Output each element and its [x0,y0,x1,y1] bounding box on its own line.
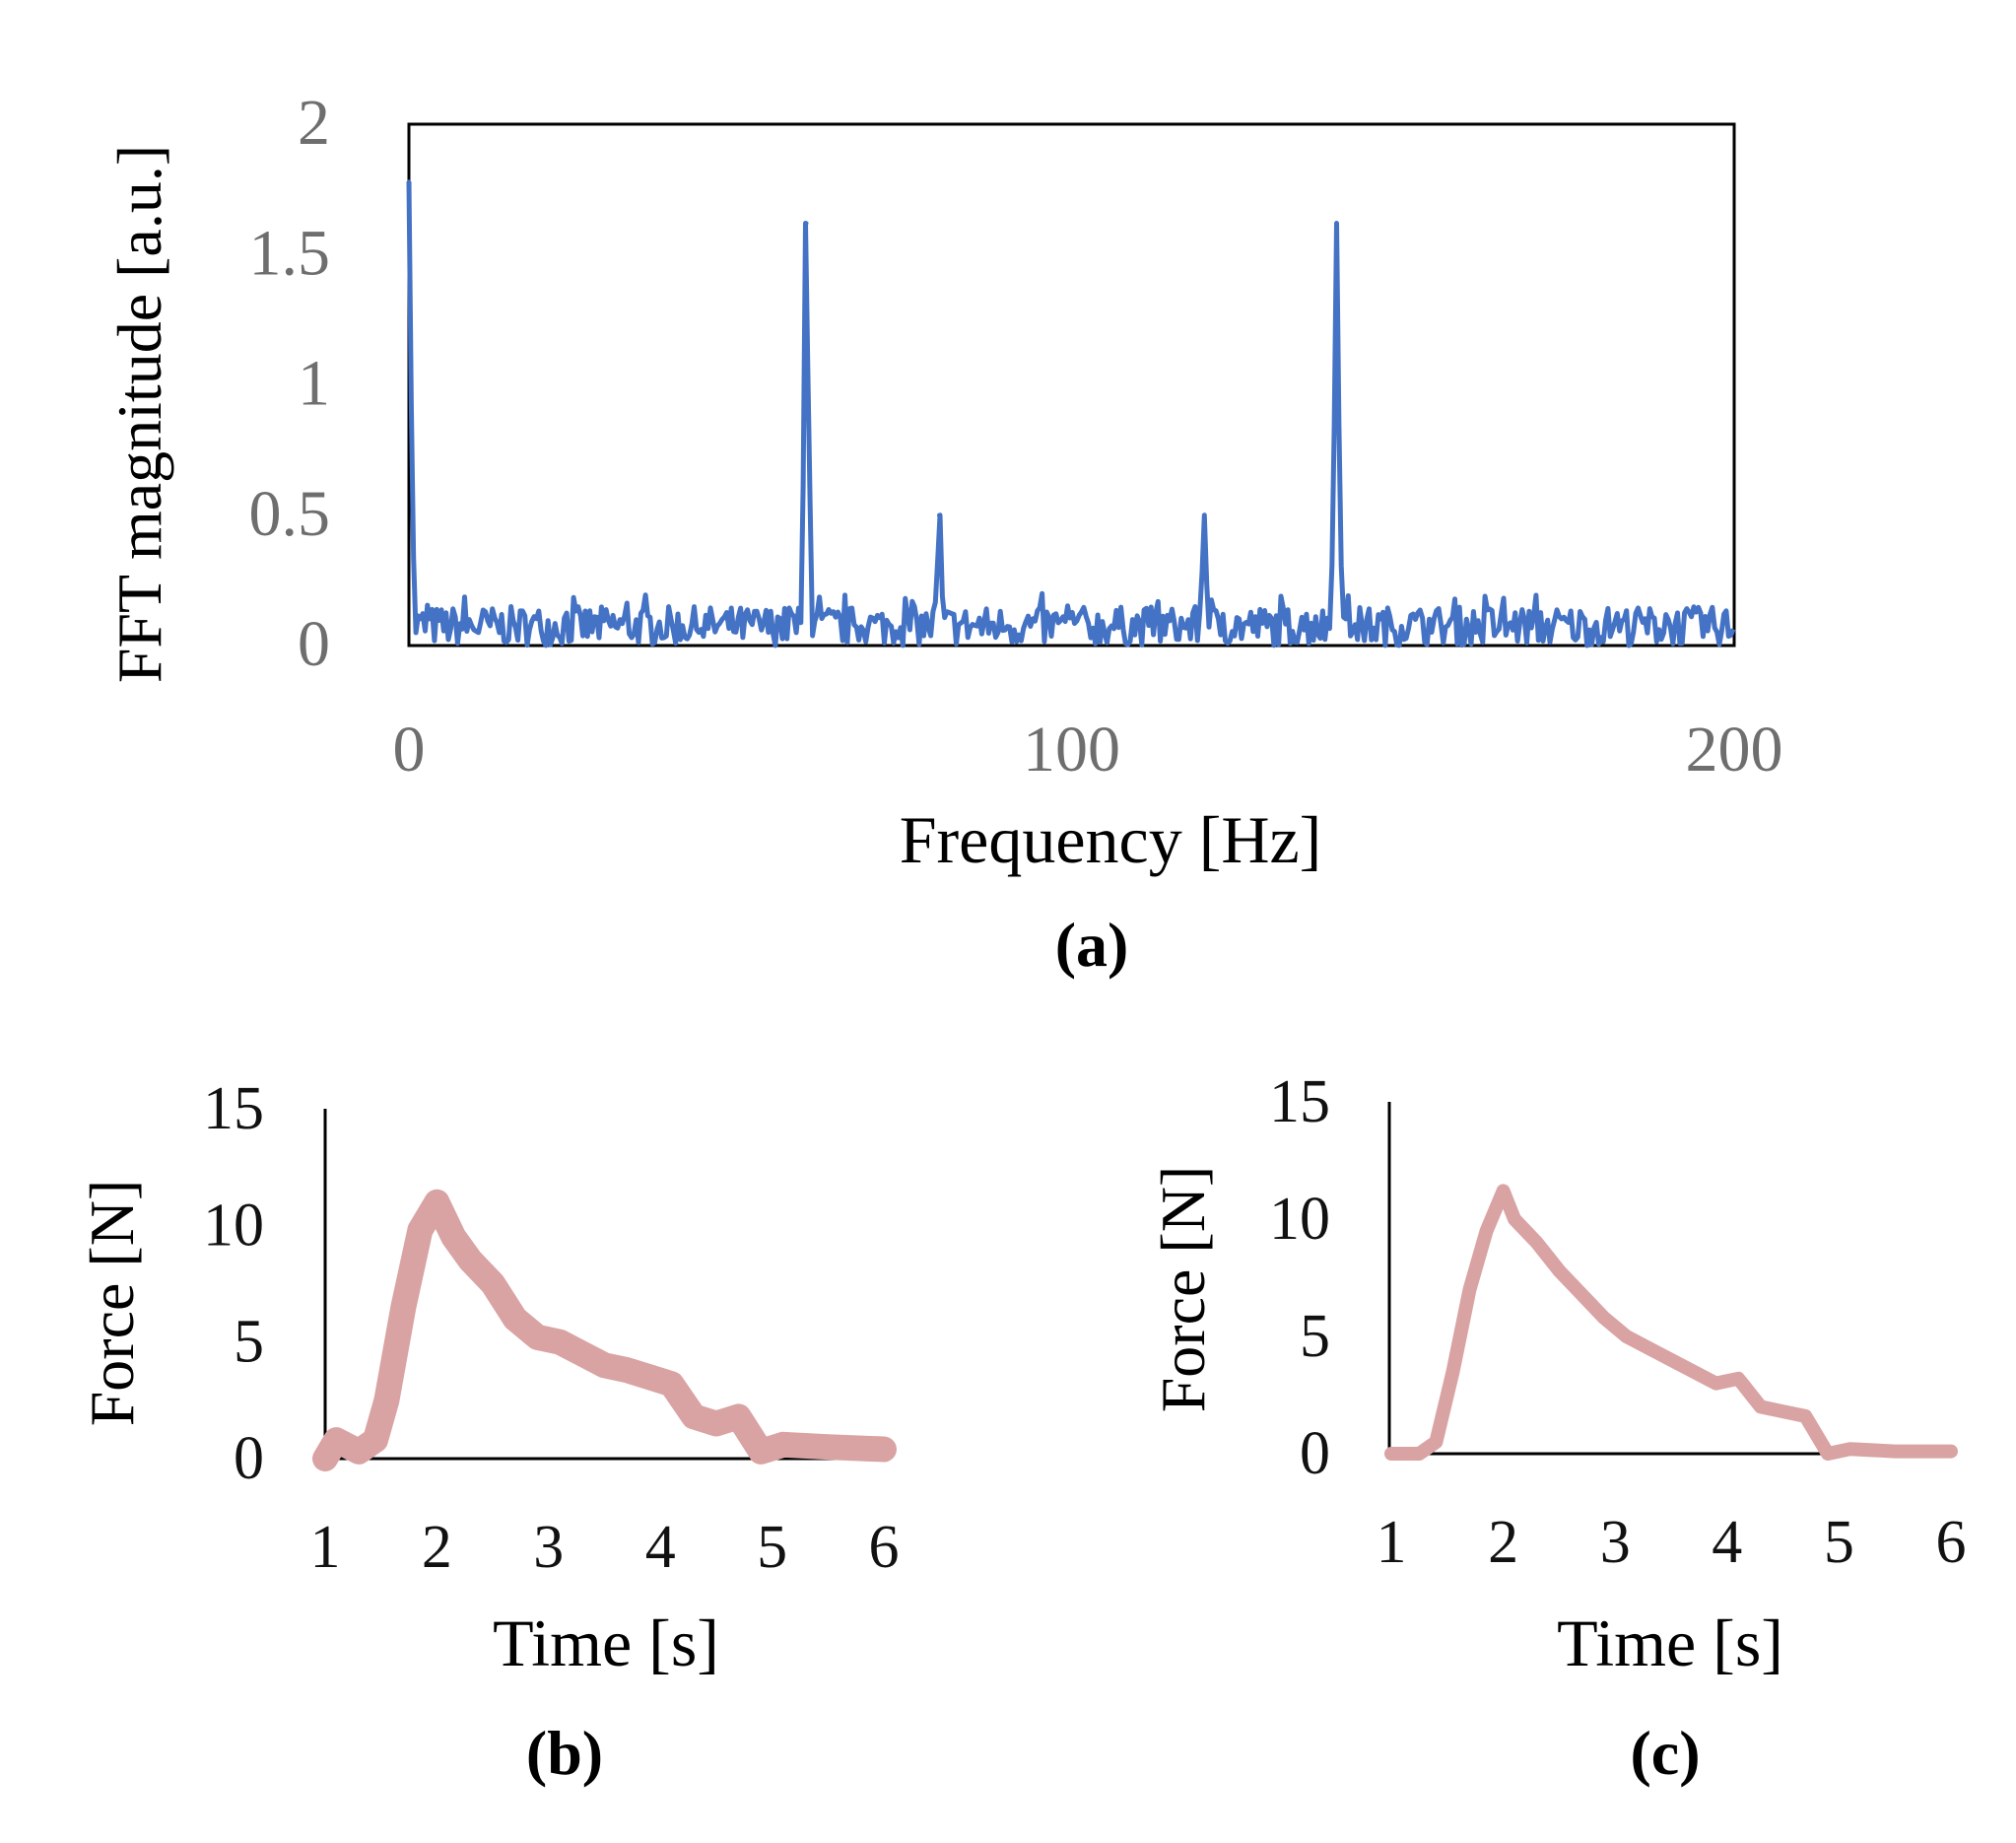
series-line-force [1384,1184,1958,1461]
x-tick-label: 6 [869,1514,900,1581]
panel-c-plot-area [1384,1184,1958,1461]
x-tick-label: 1 [310,1514,341,1581]
y-tick-label: 5 [1300,1303,1330,1370]
panel-c-y-ticks: 15 10 5 0 [1269,1068,1330,1487]
y-tick-label: 1 [298,348,330,420]
fft-peak-point [1202,512,1206,517]
y-tick-label: 0 [1300,1420,1330,1487]
panel-b-x-axis-label: Time [s] [493,1605,719,1680]
y-tick-label: 15 [203,1075,264,1142]
panel-b-plot-area [312,1189,897,1471]
panel-c: 15 10 5 0 1 2 3 4 5 6 Force [N] Time [s] (c) [1148,1068,1967,1788]
panel-c-label: (c) [1630,1718,1700,1788]
panel-b-y-axis-label: Force [N] [77,1180,147,1427]
panel-a: 2 1.5 1 0.5 0 0 100 200 FFT magnitude [a.u.] F… [104,87,1783,980]
panel-a-plot-frame [407,122,1736,648]
panel-b-label: (b) [526,1718,603,1788]
x-tick-label: 0 [393,714,426,785]
panel-c-y-axis-label: Force [N] [1148,1166,1218,1413]
panel-a-label: (a) [1055,910,1129,980]
y-tick-label: 5 [234,1309,264,1376]
series-line-force [312,1189,897,1471]
y-tick-label: 0.5 [249,478,331,550]
x-tick-label: 1 [1377,1509,1407,1576]
series-line-fft [406,181,1736,648]
y-tick-label: 15 [1269,1068,1330,1135]
fft-peak-point [804,221,809,226]
fft-peak-point [937,512,941,517]
panel-a-plot-area [406,179,1736,648]
x-tick-label: 100 [1023,714,1120,785]
x-tick-label: 6 [1936,1509,1967,1576]
x-tick-label: 4 [1712,1509,1742,1576]
panel-c-x-axis-label: Time [s] [1557,1605,1783,1680]
panel-c-x-ticks: 1 2 3 4 5 6 [1377,1509,1967,1576]
y-tick-label: 1.5 [249,217,331,289]
panel-a-y-ticks: 2 1.5 1 0.5 0 [249,87,331,680]
x-tick-label: 4 [645,1514,676,1581]
x-tick-label: 5 [757,1514,787,1581]
panel-a-x-axis-label: Frequency [Hz] [900,802,1322,877]
y-tick-label: 0 [234,1425,264,1492]
x-tick-label: 5 [1824,1509,1854,1576]
y-tick-label: 10 [1269,1186,1330,1253]
x-tick-label: 2 [1488,1509,1518,1576]
panel-a-y-axis-label: FFT magnitude [a.u.] [104,145,174,683]
panel-b-y-ticks: 15 10 5 0 [203,1075,264,1492]
x-tick-label: 200 [1686,714,1783,785]
y-tick-label: 10 [203,1192,264,1259]
x-tick-label: 3 [1600,1509,1631,1576]
y-tick-label: 2 [298,87,330,159]
panel-b-x-ticks: 1 2 3 4 5 6 [310,1514,900,1581]
fft-peak-point [1334,221,1339,226]
panel-b: 15 10 5 0 1 2 3 4 5 6 Force [N] Time [s] (b) [77,1075,900,1788]
y-tick-label: 0 [298,608,330,680]
fft-peak-point [407,179,411,184]
x-tick-label: 3 [533,1514,564,1581]
panel-a-x-ticks: 0 100 200 [393,714,1783,785]
x-tick-label: 2 [422,1514,452,1581]
